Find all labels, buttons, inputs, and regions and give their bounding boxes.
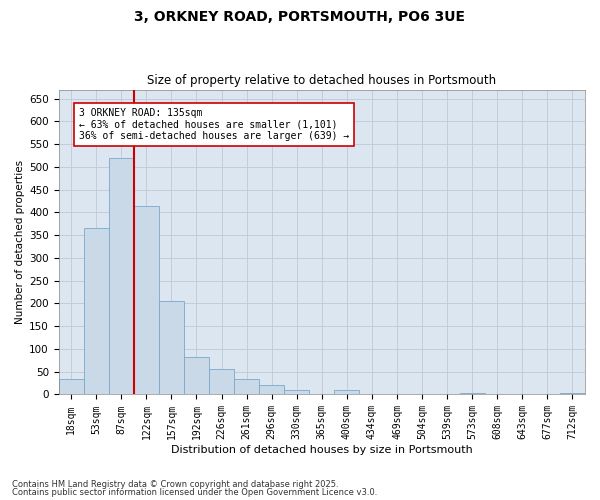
- Bar: [209, 370, 234, 394]
- Bar: [234, 380, 259, 394]
- Bar: [284, 390, 309, 394]
- Bar: [159, 301, 184, 394]
- Bar: [460, 393, 485, 394]
- Text: Contains HM Land Registry data © Crown copyright and database right 2025.: Contains HM Land Registry data © Crown c…: [12, 480, 338, 489]
- Y-axis label: Number of detached properties: Number of detached properties: [15, 160, 25, 324]
- Bar: [184, 357, 209, 395]
- Bar: [560, 393, 585, 394]
- Text: 3, ORKNEY ROAD, PORTSMOUTH, PO6 3UE: 3, ORKNEY ROAD, PORTSMOUTH, PO6 3UE: [134, 10, 466, 24]
- Text: Contains public sector information licensed under the Open Government Licence v3: Contains public sector information licen…: [12, 488, 377, 497]
- Bar: [59, 380, 84, 394]
- X-axis label: Distribution of detached houses by size in Portsmouth: Distribution of detached houses by size …: [171, 445, 473, 455]
- Bar: [84, 228, 109, 394]
- Bar: [134, 206, 159, 394]
- Bar: [109, 158, 134, 394]
- Bar: [334, 390, 359, 394]
- Text: 3 ORKNEY ROAD: 135sqm
← 63% of detached houses are smaller (1,101)
36% of semi-d: 3 ORKNEY ROAD: 135sqm ← 63% of detached …: [79, 108, 349, 141]
- Bar: [259, 386, 284, 394]
- Title: Size of property relative to detached houses in Portsmouth: Size of property relative to detached ho…: [147, 74, 496, 87]
